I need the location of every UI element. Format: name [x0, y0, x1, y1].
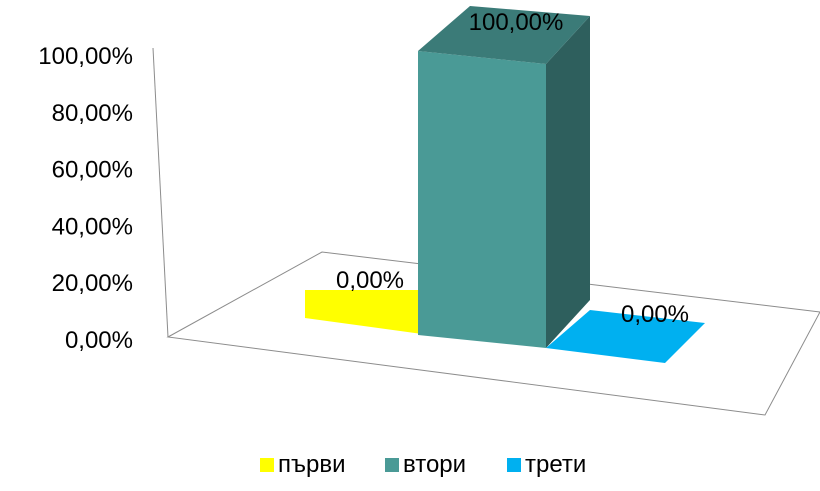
- y-tick-label: 20,00%: [52, 270, 133, 297]
- legend-label: първи: [278, 451, 346, 478]
- bar-series: [305, 6, 705, 363]
- bar-second-side: [546, 16, 590, 348]
- legend-item: първи: [260, 451, 346, 478]
- bar-third: [546, 310, 705, 363]
- y-tick-label: 60,00%: [52, 157, 133, 184]
- data-labels: 0,00% 100,00% 0,00%: [336, 9, 689, 328]
- legend-swatch: [260, 458, 274, 472]
- data-label: 100,00%: [469, 9, 564, 36]
- bar-second: [418, 6, 590, 348]
- bar-third-top: [546, 310, 705, 363]
- y-tick-label: 100,00%: [38, 43, 133, 70]
- y-tick-label: 40,00%: [52, 213, 133, 240]
- data-label: 0,00%: [621, 301, 689, 328]
- y-axis-ticks: 0,00% 20,00% 40,00% 60,00% 80,00% 100,00%: [38, 43, 133, 354]
- y-tick-label: 80,00%: [52, 100, 133, 127]
- legend-item: втори: [385, 451, 466, 478]
- legend: първи втори трети: [260, 451, 586, 478]
- data-label: 0,00%: [336, 267, 404, 294]
- legend-label: втори: [403, 451, 466, 478]
- legend-swatch: [507, 458, 521, 472]
- legend-swatch: [385, 458, 399, 472]
- y-tick-label: 0,00%: [65, 327, 133, 354]
- bar-second-front: [418, 51, 546, 348]
- chart-walls: [152, 47, 820, 416]
- chart-floor: [166, 251, 820, 416]
- bar-first-top: [305, 290, 422, 334]
- chart-wall-edge: [152, 47, 169, 338]
- legend-item: трети: [507, 451, 586, 478]
- bar-second-top: [418, 6, 590, 64]
- legend-label: трети: [525, 451, 586, 478]
- bar-first: [305, 290, 422, 334]
